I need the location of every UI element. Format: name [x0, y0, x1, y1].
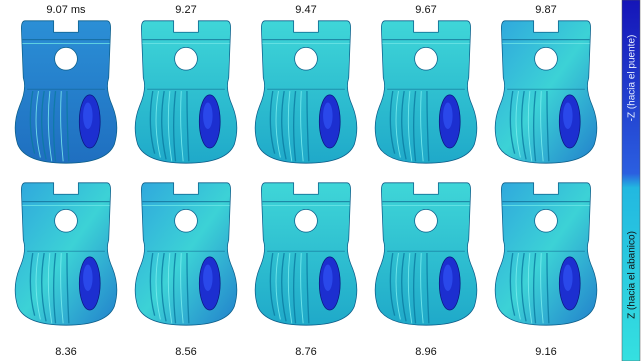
guitar-render — [135, 183, 237, 325]
time-label: 9.27 — [175, 4, 196, 16]
time-label: 9.67 — [415, 4, 436, 16]
time-label: 9.87 — [535, 4, 556, 16]
guitar-render — [15, 21, 117, 163]
time-label: 9.16 — [535, 346, 556, 358]
guitar-render — [375, 183, 477, 325]
colorbar-top-label: -Z (hacia el puente) — [627, 35, 638, 122]
time-label: 8.36 — [55, 346, 76, 358]
time-label: 9.47 — [295, 4, 316, 16]
time-label: 8.96 — [415, 346, 436, 358]
guitar-render — [375, 21, 477, 163]
guitar-render — [255, 183, 357, 325]
guitar-render — [135, 21, 237, 163]
guitar-render — [495, 21, 597, 163]
time-label: 8.76 — [295, 346, 316, 358]
renders: 9.07 ms 9.27 9.47 9.67 9.87 8.36 8.56 8.76 8.96 9… — [15, 4, 597, 358]
colorbar: -Z (hacia el puente) Z (hacia el abanico… — [622, 0, 640, 361]
figure: 9.07 ms 9.27 9.47 9.67 9.87 8.36 8.56 8.76 8.96 9… — [0, 0, 644, 361]
guitar-render — [255, 21, 357, 163]
guitar-render — [495, 183, 597, 325]
guitar-render — [15, 183, 117, 325]
colorbar-bottom-label: Z (hacia el abanico) — [627, 231, 638, 319]
time-label: 9.07 ms — [46, 4, 86, 16]
time-label: 8.56 — [175, 346, 196, 358]
